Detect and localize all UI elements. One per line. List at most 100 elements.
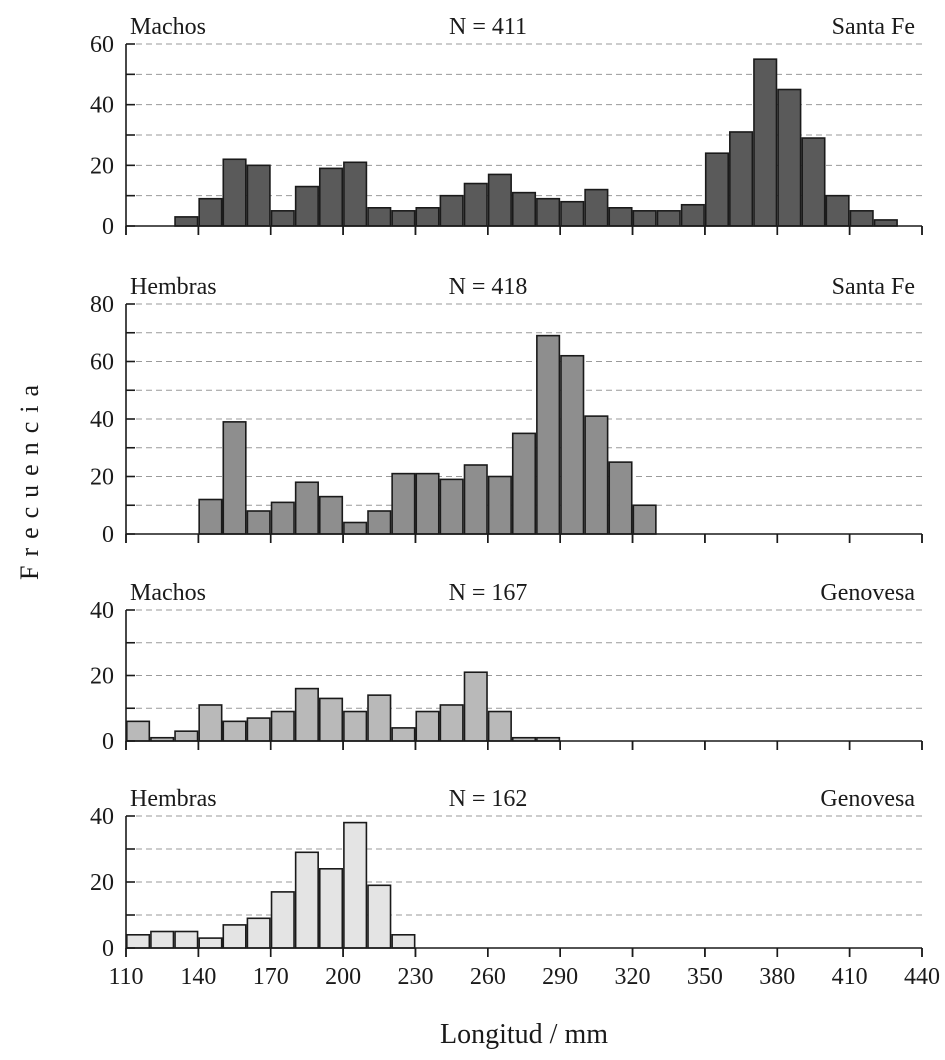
histogram-bar (174, 730, 199, 742)
histogram-bar (222, 158, 247, 227)
histogram-bar (463, 182, 488, 227)
y-tick-label: 0 (102, 936, 114, 962)
histogram-bar (632, 504, 657, 535)
histogram-bar (463, 464, 488, 535)
histogram-bar (270, 891, 295, 949)
histogram-bar (343, 521, 368, 535)
panel-island-label: Genovesa (820, 580, 915, 606)
histogram-bar (174, 216, 199, 227)
histogram-bar (487, 173, 512, 227)
histogram-bar (511, 432, 537, 535)
y-tick-label: 0 (102, 214, 114, 240)
histogram-bar (680, 203, 705, 227)
histogram-bar (343, 821, 368, 949)
panel-n-label: N = 411 (449, 14, 527, 40)
histogram-bar (222, 421, 247, 535)
y-tick-label: 20 (90, 465, 114, 491)
y-tick-label: 0 (102, 522, 114, 548)
histogram-bar (777, 88, 802, 227)
panel-n-label: N = 167 (449, 580, 528, 606)
histogram-bar (246, 164, 271, 227)
histogram-bar (246, 510, 271, 535)
histogram-bar (294, 687, 319, 742)
histogram-bar (825, 194, 850, 227)
histogram-bar (222, 720, 247, 742)
histogram-bar (294, 851, 319, 949)
histogram-bar (246, 917, 271, 949)
x-tick-label: 140 (180, 964, 216, 990)
histogram-bar (126, 933, 151, 949)
x-axis-label: Longitud / mm (440, 1019, 608, 1050)
histogram-bar (487, 475, 512, 535)
panel-2: 0 20 40 60 80 Hembras N = 418 Santa Fe (90, 274, 923, 548)
x-tick-label: 110 (108, 964, 143, 990)
histogram-bar (584, 415, 609, 535)
histogram-bar (391, 727, 416, 742)
y-tick-label: 20 (90, 870, 114, 896)
x-tick-label: 230 (397, 964, 433, 990)
y-tick-label: 40 (90, 804, 114, 830)
histogram-bar (270, 210, 295, 227)
histogram-bar (294, 481, 319, 535)
x-tick-label: 260 (470, 964, 506, 990)
histogram-bar (126, 720, 151, 742)
histogram-bar (729, 131, 754, 227)
histogram-bar (270, 710, 295, 742)
histogram-bar (198, 704, 223, 742)
x-tick-label: 320 (615, 964, 651, 990)
y-tick-label: 0 (102, 729, 114, 755)
histogram-bar (367, 694, 392, 742)
histogram-bar (511, 191, 537, 227)
histogram-bar (270, 501, 295, 535)
y-tick-label: 60 (90, 32, 114, 58)
histogram-bar (294, 185, 319, 227)
panel-sex-label: Hembras (130, 786, 217, 812)
panel-sex-label: Hembras (130, 274, 217, 300)
histogram-bar (560, 200, 585, 227)
panel-n-label: N = 162 (449, 786, 528, 812)
y-tick-label: 40 (90, 93, 114, 119)
panel-island-label: Genovesa (820, 786, 915, 812)
x-tick-label: 290 (542, 964, 578, 990)
y-tick-label: 80 (90, 292, 114, 318)
histogram-bar (391, 472, 416, 535)
histogram-bar (391, 210, 416, 227)
histogram-bar (608, 461, 633, 535)
histogram-bar (367, 510, 392, 535)
histogram-bar (198, 937, 223, 949)
x-tick-label: 410 (832, 964, 868, 990)
panel-3: 0 20 40 Machos N = 167 Genovesa (90, 580, 923, 755)
panels-group: 0 20 40 60 Machos N = 411 Santa Fe 0 20 40 60 80 Hem… (90, 14, 940, 990)
histogram-bar (415, 472, 440, 535)
x-tick-label: 170 (253, 964, 289, 990)
x-tick-label: 350 (687, 964, 723, 990)
histogram-bar (753, 58, 778, 227)
panel-sex-label: Machos (130, 14, 206, 40)
histogram-bar (439, 478, 464, 535)
histogram-bar (873, 219, 898, 227)
x-tick-label: 380 (759, 964, 795, 990)
y-tick-label: 40 (90, 407, 114, 433)
panel-4: 0 20 40 Hembras N = 162 Genovesa (90, 786, 923, 962)
y-axis-label: Frecuencia (15, 376, 44, 580)
y-tick-label: 20 (90, 153, 114, 179)
y-tick-label: 40 (90, 598, 114, 624)
histogram-bar (222, 924, 247, 949)
x-tick-label: 200 (325, 964, 361, 990)
histogram-bar (318, 867, 344, 949)
histogram-bar (150, 930, 175, 949)
histogram-bar (584, 188, 609, 227)
histogram-bar (560, 354, 585, 535)
histogram-bar (246, 717, 271, 742)
histogram-bar (536, 197, 561, 227)
panel-island-label: Santa Fe (832, 14, 915, 40)
histogram-bar (318, 697, 344, 742)
histogram-bar (608, 207, 633, 227)
histogram-bar (318, 495, 344, 535)
histogram-bar (439, 704, 464, 742)
histogram-bar (367, 884, 392, 949)
histogram-bar (318, 167, 344, 227)
x-tick-label: 440 (904, 964, 940, 990)
histogram-bar (849, 210, 874, 227)
